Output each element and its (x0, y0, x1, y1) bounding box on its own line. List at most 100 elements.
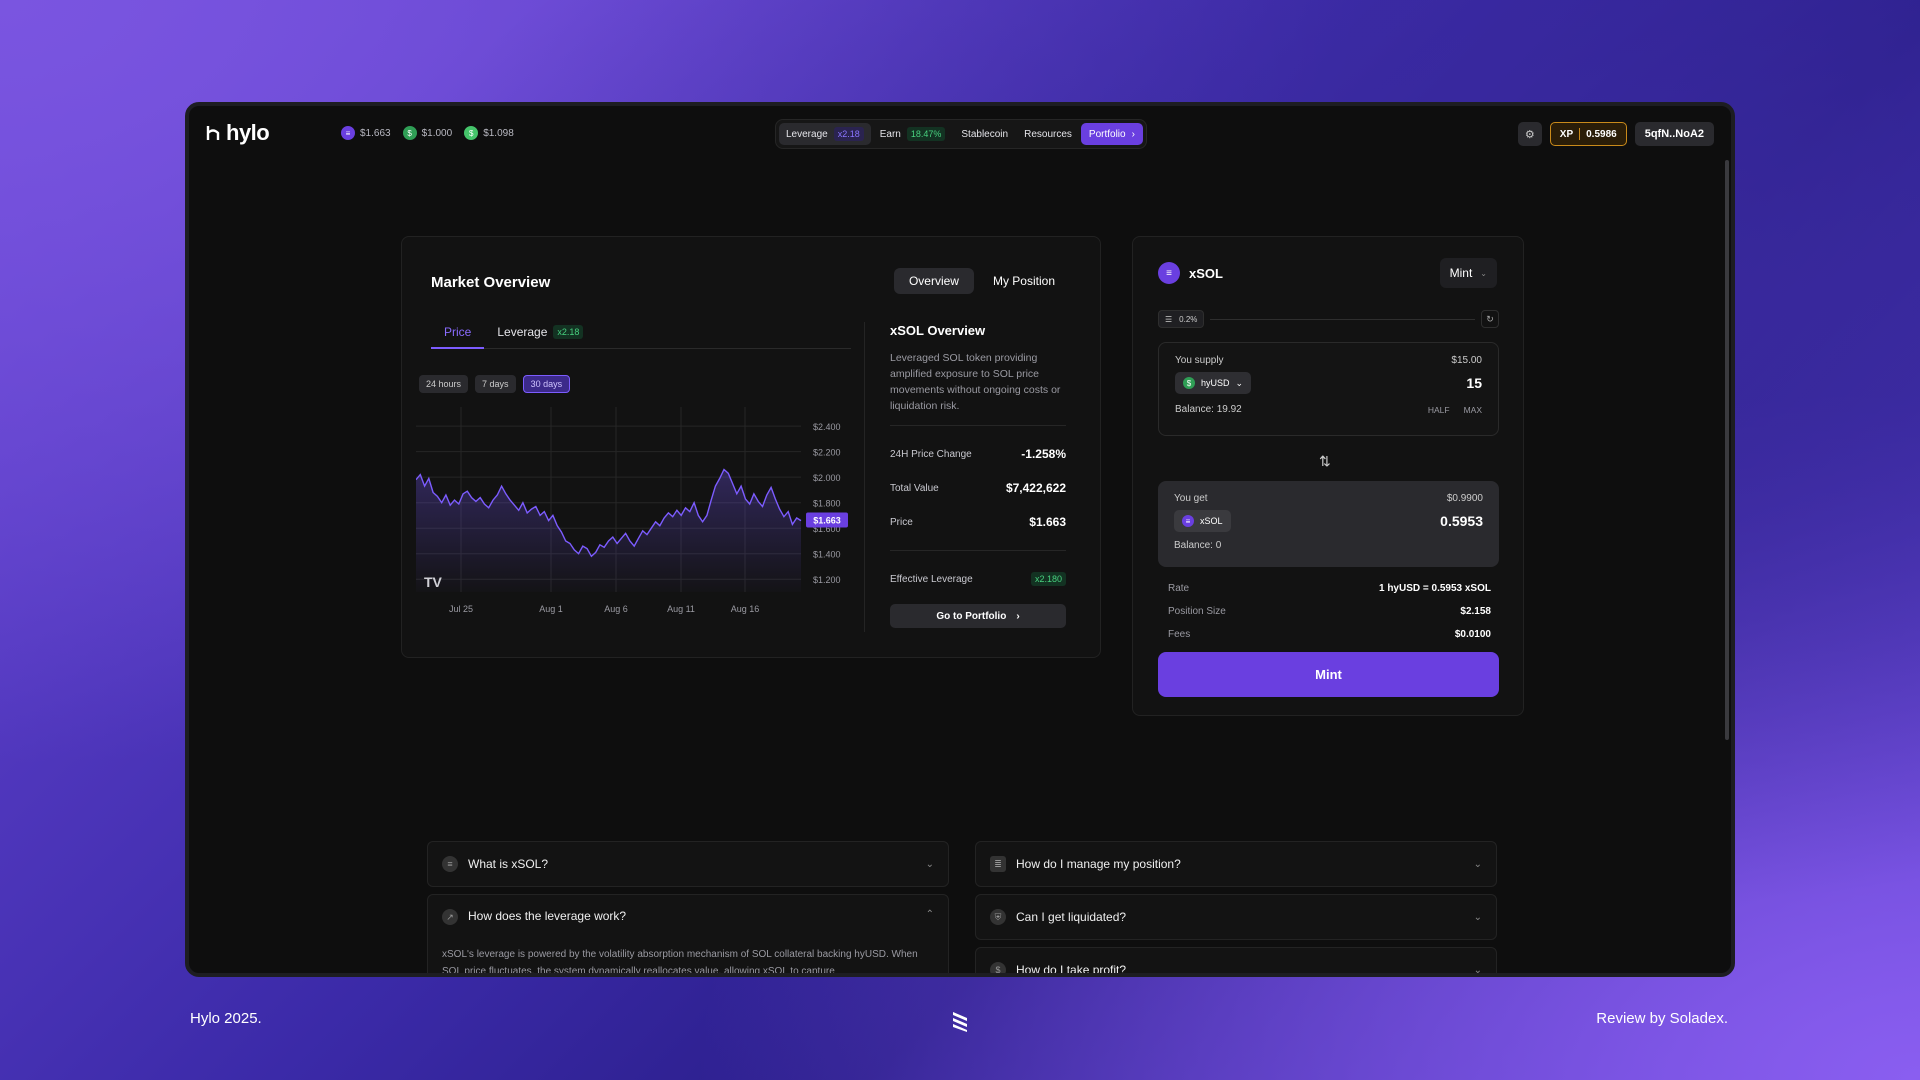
faq-question: How do I take profit? (1016, 963, 1127, 977)
leverage-badge: x2.18 (833, 127, 864, 141)
shyusd-coin-icon: $ (464, 126, 479, 140)
wallet-button[interactable]: 5qfN..NoA2 (1634, 122, 1714, 146)
xsol-coin-icon: ≡ (1182, 515, 1194, 527)
receive-amount: 0.5953 (1440, 513, 1483, 529)
token-icon: ≡ (442, 856, 458, 872)
faq-take-profit[interactable]: $ How do I take profit? ⌄ (975, 947, 1497, 977)
price-value: $1.000 (421, 127, 453, 139)
detail-label: Position Size (1168, 606, 1226, 617)
overview-description: Leveraged SOL token providing amplified … (890, 352, 1061, 412)
supply-usd: $15.00 (1451, 355, 1482, 366)
y-tick-label: $1.600 (813, 524, 841, 534)
receive-token: ≡ xSOL (1174, 510, 1231, 532)
faq-liquidated[interactable]: ⛨ Can I get liquidated? ⌄ (975, 894, 1497, 940)
stat-label: 24H Price Change (890, 448, 972, 460)
refresh-button[interactable]: ↻ (1481, 310, 1499, 328)
max-button[interactable]: MAX (1463, 404, 1482, 415)
amount-shortcuts: HALF MAX (1428, 405, 1482, 415)
chevron-down-icon: ⌄ (1235, 377, 1244, 388)
leverage-badge: x2.18 (553, 325, 584, 339)
xp-badge[interactable]: XP 0.5986 (1549, 122, 1627, 146)
price-xsol: ≡ $1.663 (341, 126, 391, 140)
chevron-down-icon: ⌄ (925, 858, 934, 870)
footer-right-text: Review by Soladex. (1596, 1010, 1728, 1027)
top-bar: hylo ≡ $1.663 $ $1.000 $ $1.098 Leverage… (189, 106, 1731, 164)
y-tick-label: $2.000 (813, 473, 841, 483)
trend-icon: ↗ (442, 909, 458, 925)
range-30d[interactable]: 30 days (522, 375, 571, 393)
price-shyusd: $ $1.098 (464, 126, 514, 140)
tab-price[interactable]: Price (431, 325, 485, 349)
market-title: Market Overview (431, 274, 551, 291)
receive-box: You get $0.9900 ≡ xSOL 0.5953 Balance: 0 (1158, 481, 1499, 567)
nav-label: Earn (879, 128, 901, 140)
price-value: $1.663 (360, 127, 391, 139)
slippage-setting[interactable]: ☰ 0.2% (1158, 310, 1205, 328)
divider (1210, 318, 1475, 320)
current-price-label: $1.663 (813, 516, 841, 526)
stat-value: x2.180 (1030, 572, 1066, 586)
x-tick-label: Aug 6 (604, 604, 628, 614)
y-tick-label: $1.200 (813, 575, 841, 585)
x-tick-label: Aug 11 (667, 604, 695, 614)
go-to-portfolio-button[interactable]: Go to Portfolio › (890, 604, 1066, 628)
profit-icon: $ (990, 962, 1006, 973)
range-7d[interactable]: 7 days (475, 375, 516, 393)
button-label: Go to Portfolio (936, 610, 1007, 622)
half-button[interactable]: HALF (1427, 404, 1450, 415)
receive-header: You get $0.9900 (1174, 493, 1483, 504)
receive-row: ≡ xSOL 0.5953 (1174, 510, 1483, 532)
nav-label: Stablecoin (961, 128, 1009, 140)
mode-dropdown[interactable]: Mint ⌄ (1439, 258, 1497, 288)
chevron-down-icon: ⌄ (1473, 858, 1482, 870)
faq-manage-position[interactable]: ≣ How do I manage my position? ⌄ (975, 841, 1497, 887)
x-tick-label: Jul 25 (449, 604, 473, 614)
list-icon: ≣ (990, 856, 1006, 872)
hyusd-coin-icon: $ (1183, 377, 1195, 389)
xsol-coin-icon: ≡ (1158, 262, 1180, 284)
price-chart[interactable]: $2.400 $2.200 $2.000 $1.800 $1.600 $1.400 $1.2… (416, 397, 856, 627)
faq-leverage-work[interactable]: ↗ How does the leverage work? ⌃ xSOL's l… (427, 894, 949, 973)
divider (1579, 128, 1581, 140)
supply-amount-input[interactable]: 15 (1466, 375, 1482, 391)
divider (890, 550, 1066, 551)
stat-label: Effective Leverage (890, 573, 973, 585)
stat-value: $1.663 (1029, 515, 1066, 529)
divider (864, 322, 865, 632)
stat-value: $7,422,622 (1005, 481, 1066, 495)
swap-direction-icon[interactable]: ⇅ (1319, 453, 1331, 469)
nav-label: Leverage (786, 128, 828, 140)
chevron-down-icon: ⌄ (1480, 268, 1487, 278)
tradingview-logo-icon: TV (424, 574, 443, 590)
swap-token-name: xSOL (1189, 265, 1223, 281)
faq-question: What is xSOL? (468, 857, 549, 871)
tab-leverage[interactable]: Leverage x2.18 (484, 325, 596, 349)
y-tick-label: $1.400 (813, 550, 841, 560)
hylo-logo[interactable]: hylo (206, 120, 270, 146)
scrollbar[interactable] (1725, 160, 1729, 740)
current-price-tag (806, 512, 848, 528)
settings-button[interactable]: ⚙ (1517, 122, 1542, 146)
detail-fees: Fees $0.0100 (1168, 623, 1491, 646)
tab-overview[interactable]: Overview (893, 268, 974, 294)
nav-leverage[interactable]: Leverage x2.18 (779, 123, 871, 145)
hyusd-coin-icon: $ (402, 126, 417, 140)
supply-input-row: $ hyUSD ⌄ 15 (1175, 372, 1482, 394)
mint-button[interactable]: Mint (1158, 652, 1499, 697)
market-view-toggle: Overview My Position (893, 268, 1070, 294)
tab-my-position[interactable]: My Position (992, 274, 1055, 288)
divider (890, 425, 1066, 426)
x-tick-label: Aug 1 (539, 604, 563, 614)
faq-what-is-xsol[interactable]: ≡ What is xSOL? ⌄ (427, 841, 949, 887)
swap-details: Rate 1 hyUSD = 0.5953 xSOL Position Size… (1168, 577, 1491, 646)
nav-portfolio[interactable]: Portfolio › (1080, 123, 1143, 145)
nav-stablecoin[interactable]: Stablecoin (954, 123, 1015, 145)
nav-resources[interactable]: Resources (1017, 123, 1079, 145)
supply-token-select[interactable]: $ hyUSD ⌄ (1175, 372, 1252, 394)
xsol-coin-icon: ≡ (341, 126, 355, 140)
nav-earn[interactable]: Earn 18.47% (873, 123, 953, 145)
range-24h[interactable]: 24 hours (419, 375, 469, 393)
detail-value: $0.0100 (1454, 629, 1491, 640)
xsol-overview: xSOL Overview Leveraged SOL token provid… (890, 323, 1066, 628)
tab-label: Price (444, 325, 472, 339)
